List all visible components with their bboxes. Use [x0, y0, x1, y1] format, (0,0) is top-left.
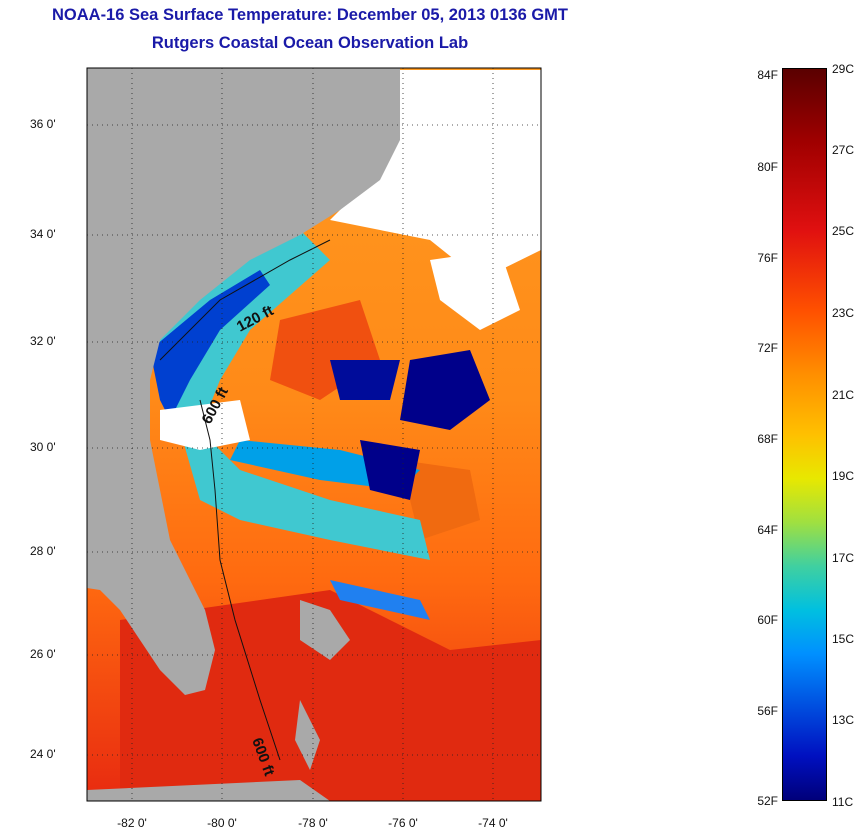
colorbar-c-label: 19C	[832, 469, 855, 483]
isobath-600ft	[199, 399, 281, 761]
x-tick-label: -78 0'	[298, 816, 328, 830]
y-tick-label: 28 0'	[30, 544, 56, 558]
x-tick-label: -80 0'	[207, 816, 237, 830]
y-tick-label: 34 0'	[30, 227, 56, 241]
colorbar-f-label: 56F	[757, 704, 778, 718]
colorbar-f-label: 84F	[757, 68, 778, 82]
isobath-120ft	[159, 239, 331, 361]
gulf-stream-warm	[120, 590, 541, 801]
colorbar-c-label: 15C	[832, 632, 855, 646]
colorbar-f-label: 76F	[757, 251, 778, 265]
colorbar-c-label: 29C	[832, 62, 855, 76]
colorbar-c-label: 27C	[832, 143, 855, 157]
temperature-colorbar	[782, 68, 827, 801]
colorbar-f-label: 52F	[757, 794, 778, 808]
map-title: NOAA-16 Sea Surface Temperature: Decembe…	[51, 6, 568, 24]
colorbar-c-label: 17C	[832, 551, 855, 565]
cool-streak-2	[330, 580, 430, 620]
land-bahamas	[300, 600, 350, 660]
land-cuba	[87, 780, 330, 801]
coastal-cold-band	[150, 270, 270, 420]
cloud-area-coast	[160, 400, 250, 450]
colorbar-f-label: 80F	[757, 160, 778, 174]
land-mainland	[87, 68, 400, 695]
land-bahamas-2	[295, 700, 320, 770]
x-tick-label: -74 0'	[478, 816, 508, 830]
map-subtitle: Rutgers Coastal Ocean Observation Lab	[151, 34, 469, 52]
x-tick-label: -76 0'	[388, 816, 418, 830]
colorbar-f-label: 72F	[757, 341, 778, 355]
map-frame	[86, 67, 542, 802]
colorbar-f-label: 60F	[757, 613, 778, 627]
colorbar-c-label: 21C	[832, 388, 855, 402]
colorbar-f-label: 68F	[757, 432, 778, 446]
x-tick-label: -82 0'	[117, 816, 147, 830]
colorbar-c-label: 11C	[832, 795, 854, 809]
y-tick-label: 32 0'	[30, 334, 56, 348]
y-tick-label: 26 0'	[30, 647, 56, 661]
cold-patch-2	[360, 440, 420, 500]
colorbar-c-label: 25C	[832, 224, 855, 238]
colorbar-c-label: 23C	[832, 306, 855, 320]
y-tick-label: 30 0'	[30, 440, 56, 454]
cloud-area-ne	[330, 70, 541, 280]
cloud-area-mid	[430, 250, 520, 330]
colorbar-f-label: 64F	[757, 523, 778, 537]
cold-patch	[400, 350, 490, 430]
cold-patch-3	[330, 360, 400, 400]
y-tick-label: 36 0'	[30, 117, 56, 131]
colorbar-c-label: 13C	[832, 713, 855, 727]
y-tick-label: 24 0'	[30, 747, 56, 761]
